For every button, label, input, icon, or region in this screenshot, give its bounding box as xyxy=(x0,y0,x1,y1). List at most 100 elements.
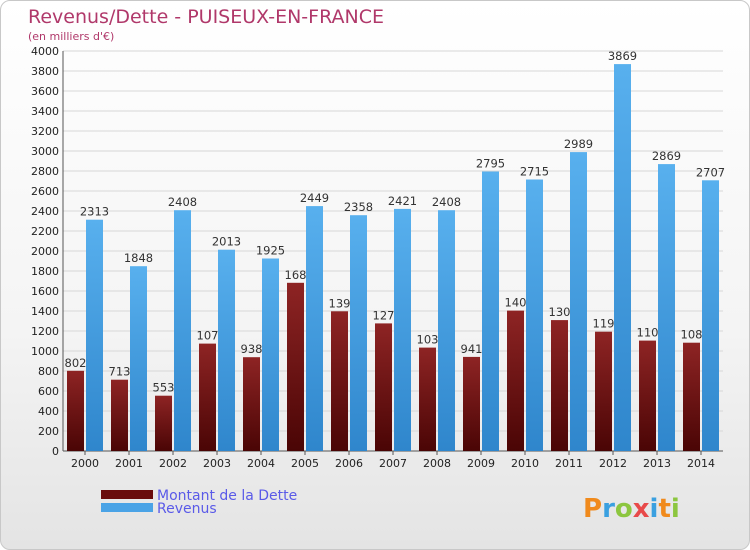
x-tick-label: 2006 xyxy=(335,457,363,470)
chart-title: Revenus/Dette - PUISEUX-EN-FRANCE xyxy=(28,6,384,28)
bar-revenus xyxy=(702,180,719,452)
bar-dette xyxy=(419,347,436,451)
y-tick-label: 800 xyxy=(38,365,59,378)
value-label-dette: 802 xyxy=(65,356,87,370)
chart-subtitle: (en milliers d'€) xyxy=(28,30,114,43)
x-tick-label: 2007 xyxy=(379,457,407,470)
x-tick-label: 2014 xyxy=(687,457,715,470)
bar-revenus xyxy=(394,208,411,451)
y-tick-label: 1400 xyxy=(31,305,59,318)
value-label-revenus: 2013 xyxy=(212,235,241,249)
y-tick-label: 2000 xyxy=(31,245,59,258)
value-label-revenus: 2707 xyxy=(696,165,725,179)
bar-dette xyxy=(111,379,128,451)
bar-revenus xyxy=(658,164,675,451)
bar-dette xyxy=(639,340,656,451)
x-tick-label: 2001 xyxy=(115,457,143,470)
x-tick-label: 2005 xyxy=(291,457,319,470)
value-label-dette: 140 xyxy=(505,296,527,310)
bar-revenus xyxy=(350,215,367,451)
bar-revenus xyxy=(614,64,631,451)
y-tick-label: 400 xyxy=(38,405,59,418)
legend-swatch-revenus xyxy=(101,503,153,512)
bar-dette xyxy=(507,310,524,451)
x-tick-label: 2003 xyxy=(203,457,231,470)
bar-revenus xyxy=(438,210,455,451)
value-label-revenus: 1925 xyxy=(256,244,285,258)
bar-revenus xyxy=(262,258,279,451)
x-tick-label: 2004 xyxy=(247,457,275,470)
bar-dette xyxy=(243,357,260,451)
y-tick-label: 200 xyxy=(38,425,59,438)
bar-revenus xyxy=(570,152,587,451)
value-label-dette: 938 xyxy=(241,342,263,356)
y-tick-label: 3000 xyxy=(31,145,59,158)
x-tick-label: 2010 xyxy=(511,457,539,470)
bar-revenus xyxy=(526,179,543,451)
bar-dette xyxy=(375,323,392,451)
bar-dette xyxy=(67,370,84,451)
value-label-dette: 553 xyxy=(153,381,175,395)
y-tick-label: 1600 xyxy=(31,285,59,298)
value-label-revenus: 2313 xyxy=(80,205,109,219)
value-label-revenus: 2715 xyxy=(520,165,549,179)
value-label-dette: 108 xyxy=(681,328,703,342)
x-axis-ticks: 2000 2001 2002 2003 2004 2005 2006 2007 2008 2009… xyxy=(71,451,715,470)
value-label-dette: 168 xyxy=(285,268,307,282)
value-label-revenus: 2408 xyxy=(432,195,461,209)
value-label-dette: 941 xyxy=(461,342,483,356)
y-tick-label: 1200 xyxy=(31,325,59,338)
bar-revenus xyxy=(86,219,103,451)
bar-dette xyxy=(155,395,172,451)
y-tick-label: 3600 xyxy=(31,85,59,98)
value-label-revenus: 2421 xyxy=(388,194,417,208)
y-tick-label: 2400 xyxy=(31,205,59,218)
value-label-dette: 107 xyxy=(197,329,219,343)
value-label-revenus: 2408 xyxy=(168,195,197,209)
x-tick-label: 2002 xyxy=(159,457,187,470)
y-tick-label: 3800 xyxy=(31,65,59,78)
bar-dette xyxy=(287,282,304,451)
y-tick-label: 3200 xyxy=(31,125,59,138)
value-label-dette: 713 xyxy=(109,365,131,379)
value-label-revenus: 2449 xyxy=(300,191,329,205)
value-label-revenus: 2358 xyxy=(344,200,373,214)
x-tick-label: 2011 xyxy=(555,457,583,470)
bar-dette xyxy=(595,331,612,451)
bar-revenus xyxy=(306,206,323,451)
value-label-revenus: 3869 xyxy=(608,49,637,63)
value-label-revenus: 1848 xyxy=(124,251,153,265)
y-tick-label: 2200 xyxy=(31,225,59,238)
legend-label-dette: Montant de la Dette xyxy=(157,488,297,504)
bar-dette xyxy=(199,343,216,451)
x-tick-label: 2008 xyxy=(423,457,451,470)
value-label-revenus: 2989 xyxy=(564,137,593,151)
value-label-dette: 119 xyxy=(593,317,615,331)
y-tick-label: 3400 xyxy=(31,105,59,118)
bar-revenus xyxy=(130,266,147,451)
bar-dette xyxy=(463,356,480,451)
value-label-revenus: 2795 xyxy=(476,157,505,171)
value-label-dette: 110 xyxy=(637,326,659,340)
bar-revenus xyxy=(174,210,191,451)
y-axis-ticks: 0 200 400 600 800 1000 1200 1400 1600 1800 2000 220… xyxy=(31,45,59,458)
y-tick-label: 2800 xyxy=(31,165,59,178)
y-tick-label: 0 xyxy=(52,445,59,458)
value-label-revenus: 2869 xyxy=(652,149,681,163)
x-tick-label: 2009 xyxy=(467,457,495,470)
bar-dette xyxy=(551,320,568,451)
bar-dette xyxy=(683,342,700,451)
y-tick-label: 4000 xyxy=(31,45,59,58)
y-tick-label: 1800 xyxy=(31,265,59,278)
y-tick-label: 1000 xyxy=(31,345,59,358)
logo-text: Proxiti xyxy=(583,494,680,524)
x-tick-label: 2000 xyxy=(71,457,99,470)
x-tick-label: 2013 xyxy=(643,457,671,470)
bar-dette xyxy=(331,311,348,451)
value-label-dette: 139 xyxy=(329,296,351,310)
value-label-dette: 130 xyxy=(549,305,571,319)
bar-revenus xyxy=(482,171,499,451)
